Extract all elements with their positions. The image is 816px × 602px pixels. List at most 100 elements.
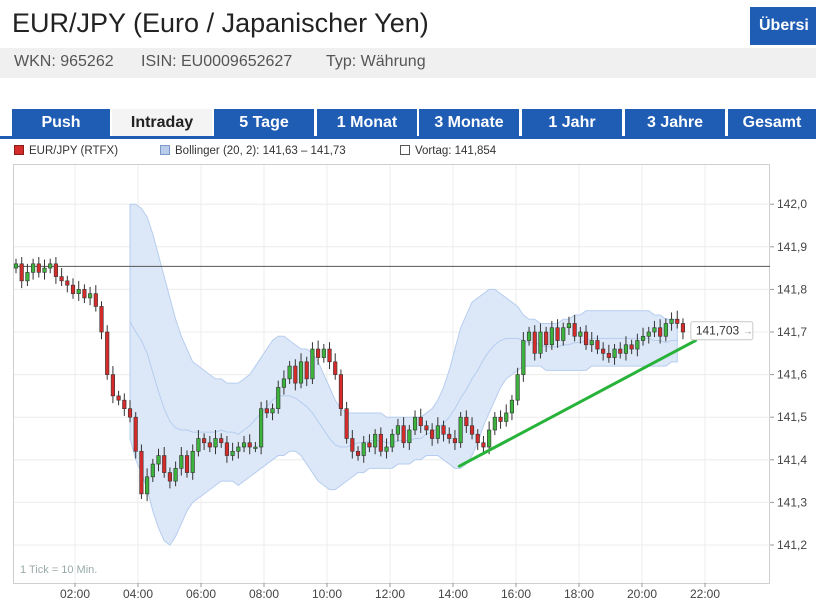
tab-1-monat[interactable]: 1 Monat: [317, 109, 417, 136]
candle-up: [31, 263, 36, 273]
tab-gesamt[interactable]: Gesamt: [728, 109, 816, 136]
timeframe-tabs: Push Intraday 5 Tage 1 Monat 3 Monate 1 …: [0, 109, 816, 137]
candle-up: [276, 387, 281, 409]
candle-down: [327, 348, 332, 363]
candle-up: [179, 455, 184, 469]
candle-up: [253, 446, 258, 449]
candle-down: [452, 438, 458, 444]
candle-up: [236, 446, 241, 452]
candle-down: [350, 438, 355, 452]
candle-down: [418, 416, 423, 427]
candle-up: [521, 340, 526, 375]
candle-up: [509, 399, 515, 414]
tab-5-tage[interactable]: 5 Tage: [214, 109, 314, 136]
legend-prev-close-label: Vortag: 141,854: [415, 145, 497, 157]
candle-up: [390, 433, 395, 448]
legend-price[interactable]: EUR/JPY (RTFX): [14, 145, 118, 161]
y-tick-label: 141,7: [777, 325, 807, 339]
candle-down: [430, 429, 435, 439]
candle-down: [127, 408, 133, 418]
x-tick-label: 14:00: [438, 587, 468, 601]
candle-down: [219, 438, 224, 444]
candle-down: [316, 348, 321, 358]
tab-3-jahre[interactable]: 3 Jahre: [625, 109, 725, 136]
candle-up: [213, 438, 218, 448]
candle-down: [355, 450, 361, 456]
candle-up: [458, 416, 463, 444]
candle-up: [492, 416, 497, 431]
candle-up: [76, 289, 81, 294]
candle-down: [36, 263, 41, 273]
candle-down: [441, 425, 446, 435]
candle-down: [606, 352, 611, 358]
candle-down: [464, 416, 469, 427]
candle-up: [361, 442, 366, 456]
candle-down: [532, 331, 537, 354]
candle-up: [48, 263, 53, 269]
candle-up: [407, 429, 412, 444]
candle-up: [150, 463, 155, 478]
y-tick-label: 141,8: [777, 282, 807, 296]
candle-down: [304, 361, 309, 380]
candle-up: [515, 374, 520, 401]
candle-up: [310, 348, 315, 380]
candle-down: [162, 455, 167, 473]
x-tick-label: 12:00: [375, 587, 405, 601]
tab-1-jahr[interactable]: 1 Jahr: [522, 109, 622, 136]
candle-down: [583, 331, 589, 346]
candle-down: [629, 344, 634, 350]
y-tick-label: 141,2: [777, 538, 807, 552]
candle-down: [333, 361, 338, 375]
candle-down: [401, 425, 406, 444]
candle-up: [270, 408, 275, 414]
candle-up: [13, 263, 19, 269]
candle-down: [116, 395, 121, 401]
candle-down: [207, 442, 212, 448]
last-price-arrow-icon: →: [743, 327, 753, 338]
candle-up: [156, 455, 161, 465]
page-title: EUR/JPY (Euro / Japanischer Yen): [12, 8, 429, 38]
candle-up: [652, 327, 657, 333]
candle-up: [549, 327, 554, 346]
candle-down: [424, 425, 429, 431]
tab-3-monate[interactable]: 3 Monate: [419, 109, 519, 136]
candle-up: [173, 468, 178, 482]
y-tick-label: 141,6: [777, 368, 807, 382]
candle-up: [663, 323, 668, 337]
candle-down: [202, 438, 207, 444]
legend-bollinger[interactable]: Bollinger (20, 2): 141,63 – 141,73: [160, 145, 346, 161]
candle-up: [566, 323, 572, 329]
candle-down: [481, 442, 486, 448]
overview-button[interactable]: Übersi: [750, 7, 816, 45]
candle-up: [504, 412, 509, 422]
candle-down: [184, 455, 190, 473]
candle-down: [59, 276, 64, 282]
candle-up: [612, 348, 617, 358]
candle-down: [595, 340, 600, 350]
legend-bollinger-label: Bollinger (20, 2): 141,63 – 141,73: [175, 145, 346, 157]
candle-down: [53, 263, 58, 277]
tab-push[interactable]: Push: [12, 109, 110, 136]
legend-prev-close[interactable]: Vortag: 141,854: [400, 145, 496, 161]
candle-up: [190, 450, 195, 473]
candle-down: [99, 306, 104, 333]
candle-up: [635, 340, 640, 350]
x-tick-label: 16:00: [501, 587, 531, 601]
candle-down: [122, 399, 127, 409]
candle-up: [373, 433, 378, 448]
candle-down: [675, 318, 680, 324]
candle-down: [139, 450, 144, 495]
tab-intraday[interactable]: Intraday: [112, 109, 212, 136]
candle-down: [601, 348, 606, 354]
candle-up: [42, 267, 47, 273]
candle-up: [589, 340, 594, 346]
candle-up: [287, 365, 292, 380]
candle-up: [321, 348, 326, 358]
candle-down: [167, 472, 172, 482]
bollinger-swatch-icon: [160, 145, 170, 155]
x-tick-label: 08:00: [249, 587, 279, 601]
x-tick-label: 06:00: [186, 587, 216, 601]
candle-up: [230, 450, 235, 456]
prev-close-swatch-icon: [400, 145, 410, 155]
